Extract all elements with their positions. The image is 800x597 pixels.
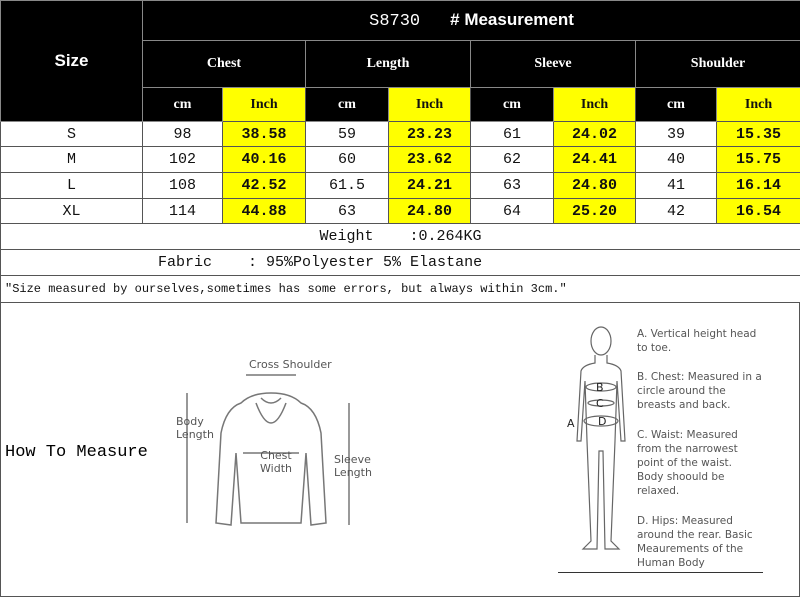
size-header: Size [0,0,143,122]
unit-cm: cm [470,87,554,122]
fabric-label: Fabric [158,254,213,271]
letter-b: B [596,381,604,394]
cm-cell: 42 [635,198,717,224]
letter-d: D [598,415,606,428]
size-chart-table: Size S8730 # Measurement Chest Length Sle… [0,0,800,303]
inch-cell: 24.80 [553,172,636,199]
unit-cm: cm [305,87,389,122]
unit-cm: cm [635,87,717,122]
chest-width-label: Chest Width [260,449,292,475]
fabric-row: Fabric : 95%Polyester 5% Elastane [0,249,800,276]
table-row: M 102 40.16 60 23.62 62 24.41 40 15.75 [0,146,800,173]
inch-cell: 38.58 [222,121,306,147]
description-a: A. Vertical height head to toe. [637,328,757,354]
unit-inch: Inch [388,87,471,122]
column-chest: Chest [142,40,306,88]
inch-cell: 24.41 [553,146,636,173]
cm-cell: 63 [305,198,389,224]
size-cell: L [0,172,143,199]
description-b: B. Chest: Measured in a circle around th… [637,371,762,411]
cm-cell: 108 [142,172,223,199]
table-row: L 108 42.52 61.5 24.21 63 24.80 41 16.14 [0,172,800,199]
inch-cell: 24.21 [388,172,471,199]
weight-label: Weight [319,228,374,245]
inch-cell: 25.20 [553,198,636,224]
divider [558,572,763,573]
cm-cell: 98 [142,121,223,147]
inch-cell: 15.75 [715,146,800,173]
cm-cell: 61.5 [305,172,389,199]
inch-cell: 42.52 [222,172,306,199]
body-diagram: B C D A [567,326,626,550]
inch-cell: 23.62 [388,146,471,173]
inch-cell: 15.35 [715,121,800,147]
sleeve-length-label: Sleeve Length [334,453,372,479]
size-cell: M [0,146,143,173]
cm-cell: 64 [470,198,554,224]
chart-title: S8730 # Measurement [141,0,800,41]
table-row: S 98 38.58 59 23.23 61 24.02 39 15.35 [0,121,800,147]
size-cell: S [0,121,143,147]
cm-cell: 41 [635,172,717,199]
model-number: S8730 [369,12,421,31]
fabric-value: : 95%Polyester 5% Elastane [248,254,483,271]
cm-cell: 59 [305,121,389,147]
column-shoulder: Shoulder [634,40,800,88]
weight-value: :0.264KG [409,228,482,245]
cm-cell: 40 [635,146,717,173]
inch-cell: 16.54 [715,198,800,224]
description-d: D. Hips: Measured around the rear. Basic… [637,515,753,569]
inch-cell: 23.23 [388,121,471,147]
column-sleeve: Sleeve [470,40,636,88]
column-length: Length [305,40,471,88]
table-row: XL 114 44.88 63 24.80 64 25.20 42 16.54 [0,198,800,224]
weight-row: Weight :0.264KG [0,223,800,250]
unit-cm: cm [142,87,223,122]
how-to-measure-section: How To Measure Cross Shoulder Body Lengt… [0,302,800,597]
inch-cell: 44.88 [222,198,306,224]
cm-cell: 114 [142,198,223,224]
how-to-measure-title: How To Measure [5,443,148,462]
measurement-title: # Measurement [450,10,574,29]
inch-cell: 40.16 [222,146,306,173]
cm-cell: 62 [470,146,554,173]
cross-shoulder-label: Cross Shoulder [249,358,332,371]
unit-inch: Inch [553,87,636,122]
inch-cell: 24.80 [388,198,471,224]
description-c: C. Waist: Measured from the narrowest po… [637,429,738,497]
cm-cell: 39 [635,121,717,147]
letter-c: C [596,397,604,410]
garment-diagram [186,374,350,526]
letter-a: A [567,417,575,430]
unit-inch: Inch [222,87,306,122]
cm-cell: 102 [142,146,223,173]
inch-cell: 24.02 [553,121,636,147]
size-cell: XL [0,198,143,224]
cm-cell: 60 [305,146,389,173]
cm-cell: 61 [470,121,554,147]
measurement-note: "Size measured by ourselves,sometimes ha… [0,275,800,303]
unit-inch: Inch [715,87,800,122]
cm-cell: 63 [470,172,554,199]
inch-cell: 16.14 [715,172,800,199]
body-length-label: Body Length [176,415,214,441]
